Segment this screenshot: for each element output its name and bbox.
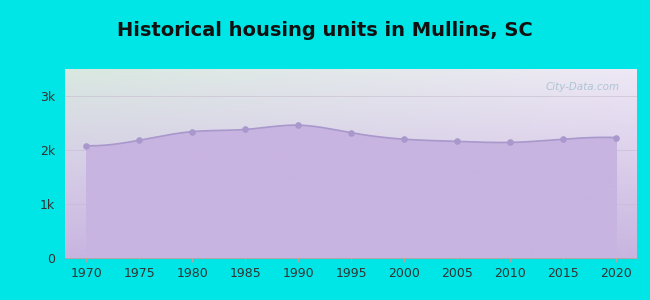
Point — [398, 137, 409, 142]
Point — [504, 140, 515, 145]
Point — [187, 129, 198, 134]
Point — [240, 127, 250, 132]
Point — [293, 123, 304, 128]
Point — [134, 138, 144, 143]
Text: City-Data.com: City-Data.com — [546, 82, 620, 92]
Point — [81, 143, 92, 148]
Text: Historical housing units in Mullins, SC: Historical housing units in Mullins, SC — [117, 21, 533, 40]
Point — [346, 130, 356, 135]
Point — [452, 139, 462, 144]
Polygon shape — [86, 125, 616, 258]
Point — [610, 135, 621, 140]
Point — [558, 137, 568, 142]
